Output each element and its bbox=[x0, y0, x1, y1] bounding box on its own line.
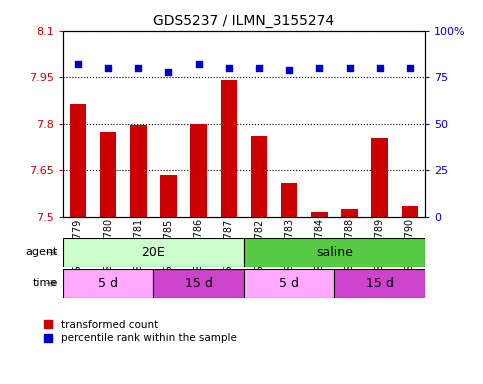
Bar bbox=[244, 269, 334, 298]
Text: 15 d: 15 d bbox=[185, 277, 213, 290]
Bar bbox=[371, 138, 388, 217]
Bar bbox=[100, 132, 116, 217]
Text: saline: saline bbox=[316, 246, 353, 259]
Point bbox=[104, 65, 112, 71]
Point bbox=[134, 65, 142, 71]
Point bbox=[376, 65, 384, 71]
Point bbox=[406, 65, 414, 71]
Bar bbox=[402, 206, 418, 217]
Point bbox=[225, 65, 233, 71]
Bar bbox=[281, 183, 298, 217]
Point bbox=[315, 65, 323, 71]
Text: 5 d: 5 d bbox=[98, 277, 118, 290]
Point bbox=[346, 65, 354, 71]
Bar bbox=[311, 212, 327, 217]
Bar bbox=[130, 126, 146, 217]
Title: GDS5237 / ILMN_3155274: GDS5237 / ILMN_3155274 bbox=[154, 14, 334, 28]
Text: 15 d: 15 d bbox=[366, 277, 394, 290]
Text: 20E: 20E bbox=[142, 246, 165, 259]
Bar bbox=[221, 80, 237, 217]
Text: 5 d: 5 d bbox=[279, 277, 299, 290]
Point bbox=[285, 67, 293, 73]
Legend: transformed count, percentile rank within the sample: transformed count, percentile rank withi… bbox=[44, 320, 236, 343]
Text: time: time bbox=[33, 278, 58, 288]
Bar bbox=[63, 238, 244, 267]
Bar bbox=[160, 175, 177, 217]
Bar bbox=[251, 136, 267, 217]
Bar bbox=[63, 269, 154, 298]
Bar bbox=[190, 124, 207, 217]
Bar bbox=[244, 238, 425, 267]
Point bbox=[255, 65, 263, 71]
Bar bbox=[70, 104, 86, 217]
Bar bbox=[341, 209, 358, 217]
Point bbox=[165, 69, 172, 75]
Point bbox=[195, 61, 202, 67]
Bar bbox=[335, 269, 425, 298]
Point bbox=[74, 61, 82, 67]
Text: agent: agent bbox=[26, 247, 58, 258]
Bar bbox=[154, 269, 244, 298]
